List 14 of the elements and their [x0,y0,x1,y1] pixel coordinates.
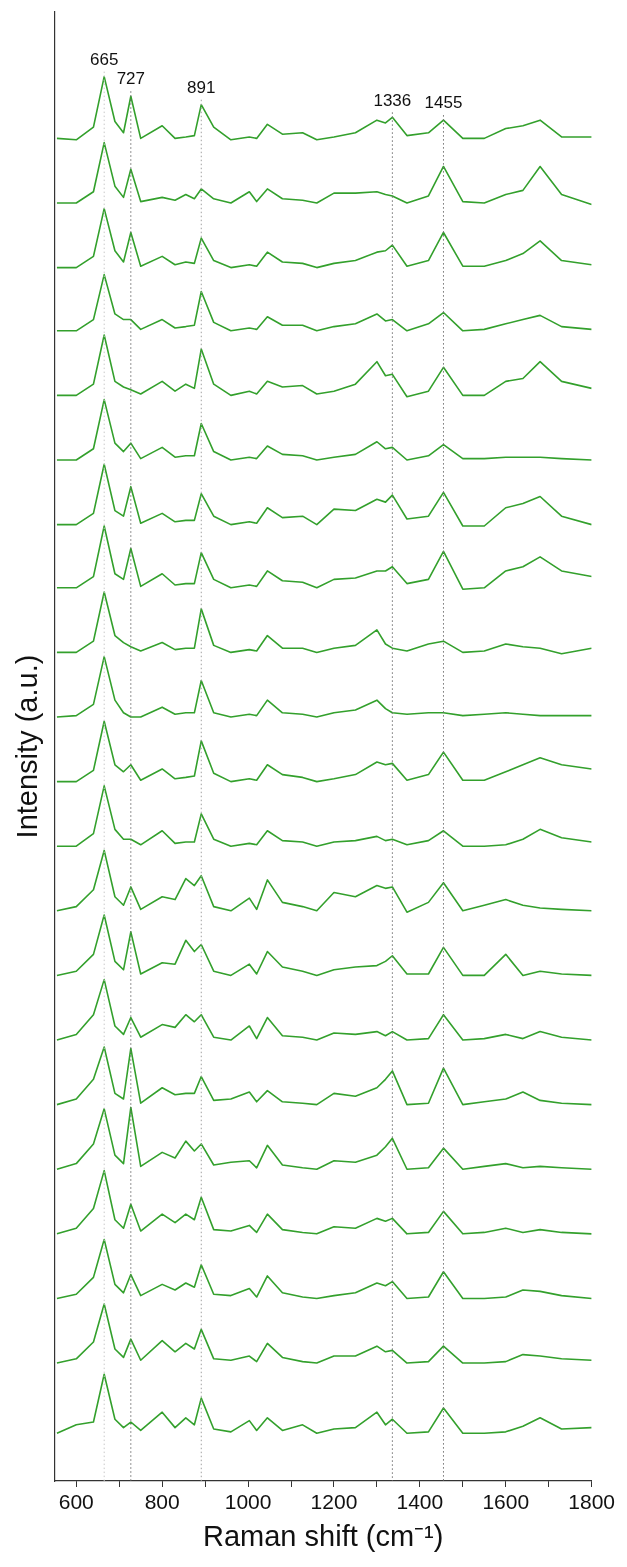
ref-line-label: 891 [187,77,216,97]
x-tick-label: 1000 [224,1490,272,1514]
x-tick-label: 1600 [482,1490,530,1514]
ref-line-label: 1455 [424,93,463,113]
ref-line-label: 665 [90,49,119,69]
x-axis-title: Raman shift (cm⁻¹) [203,1519,444,1552]
x-tick-label: 1200 [310,1490,358,1514]
ref-line-label: 1336 [373,90,412,110]
y-axis-title: Intensity (a.u.) [11,654,44,839]
x-tick-label: 800 [144,1490,180,1514]
x-tick-label: 600 [58,1490,94,1514]
x-tick-label: 1400 [396,1490,444,1514]
x-tick-label: 1800 [568,1490,615,1514]
ref-line-label: 727 [116,69,145,89]
